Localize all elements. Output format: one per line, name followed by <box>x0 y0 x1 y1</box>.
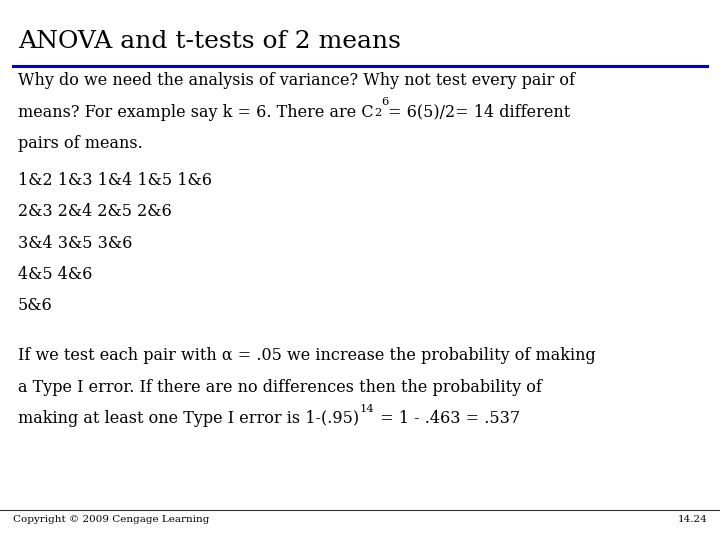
Text: 14: 14 <box>360 404 374 414</box>
Text: Why do we need the analysis of variance? Why not test every pair of: Why do we need the analysis of variance?… <box>18 72 575 89</box>
Text: ANOVA and t-tests of 2 means: ANOVA and t-tests of 2 means <box>18 30 401 53</box>
Text: = 1 - .463 = .537: = 1 - .463 = .537 <box>375 410 520 427</box>
Text: 4&5 4&6: 4&5 4&6 <box>18 266 92 283</box>
Text: 2: 2 <box>374 108 382 118</box>
Text: 5&6: 5&6 <box>18 298 53 314</box>
Text: 1&2 1&3 1&4 1&5 1&6: 1&2 1&3 1&4 1&5 1&6 <box>18 172 212 189</box>
Text: 2&3 2&4 2&5 2&6: 2&3 2&4 2&5 2&6 <box>18 204 172 220</box>
Text: 14.24: 14.24 <box>678 515 707 524</box>
Text: 3&4 3&5 3&6: 3&4 3&5 3&6 <box>18 235 132 252</box>
Text: making at least one Type I error is 1-(.95): making at least one Type I error is 1-(.… <box>18 410 359 427</box>
Text: If we test each pair with α = .05 we increase the probability of making: If we test each pair with α = .05 we inc… <box>18 348 595 364</box>
Text: a Type I error. If there are no differences then the probability of: a Type I error. If there are no differen… <box>18 379 542 396</box>
Text: pairs of means.: pairs of means. <box>18 135 143 152</box>
Text: means? For example say k = 6. There are C: means? For example say k = 6. There are … <box>18 104 374 120</box>
Text: = 6(5)/2= 14 different: = 6(5)/2= 14 different <box>388 104 570 120</box>
Text: 6: 6 <box>381 97 388 107</box>
Text: Copyright © 2009 Cengage Learning: Copyright © 2009 Cengage Learning <box>13 515 210 524</box>
